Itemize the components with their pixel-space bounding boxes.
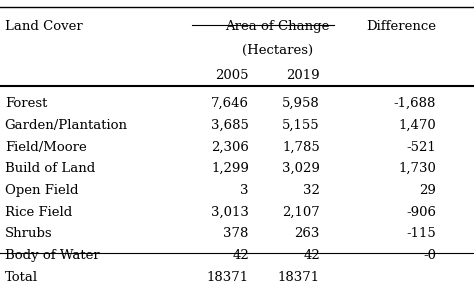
Text: Field/Moore: Field/Moore [5, 140, 86, 154]
Text: Difference: Difference [366, 20, 436, 33]
Text: 1,730: 1,730 [398, 162, 436, 175]
Text: 32: 32 [303, 184, 320, 197]
Text: -0: -0 [423, 249, 436, 262]
Text: 42: 42 [303, 249, 320, 262]
Text: (Hectares): (Hectares) [242, 44, 313, 57]
Text: 263: 263 [294, 227, 320, 240]
Text: 7,646: 7,646 [211, 97, 249, 110]
Text: Rice Field: Rice Field [5, 206, 72, 219]
Text: 18371: 18371 [278, 271, 320, 284]
Text: 18371: 18371 [207, 271, 249, 284]
Text: Total: Total [5, 271, 38, 284]
Text: 3,029: 3,029 [282, 162, 320, 175]
Text: Body of Water: Body of Water [5, 249, 100, 262]
Text: Garden/Plantation: Garden/Plantation [5, 119, 128, 132]
Text: 2,306: 2,306 [211, 140, 249, 154]
Text: 42: 42 [232, 249, 249, 262]
Text: -1,688: -1,688 [394, 97, 436, 110]
Text: 5,958: 5,958 [282, 97, 320, 110]
Text: 29: 29 [419, 184, 436, 197]
Text: Shrubs: Shrubs [5, 227, 52, 240]
Text: -521: -521 [406, 140, 436, 154]
Text: 1,785: 1,785 [282, 140, 320, 154]
Text: 1,470: 1,470 [398, 119, 436, 132]
Text: 3,013: 3,013 [211, 206, 249, 219]
Text: 2005: 2005 [215, 69, 249, 82]
Text: Forest: Forest [5, 97, 47, 110]
Text: -115: -115 [406, 227, 436, 240]
Text: Build of Land: Build of Land [5, 162, 95, 175]
Text: Area of Change: Area of Change [225, 20, 329, 33]
Text: 2019: 2019 [286, 69, 320, 82]
Text: 3: 3 [240, 184, 249, 197]
Text: 1,299: 1,299 [211, 162, 249, 175]
Text: Land Cover: Land Cover [5, 20, 82, 33]
Text: 378: 378 [223, 227, 249, 240]
Text: Open Field: Open Field [5, 184, 78, 197]
Text: 5,155: 5,155 [283, 119, 320, 132]
Text: 3,685: 3,685 [211, 119, 249, 132]
Text: 2,107: 2,107 [282, 206, 320, 219]
Text: -906: -906 [406, 206, 436, 219]
